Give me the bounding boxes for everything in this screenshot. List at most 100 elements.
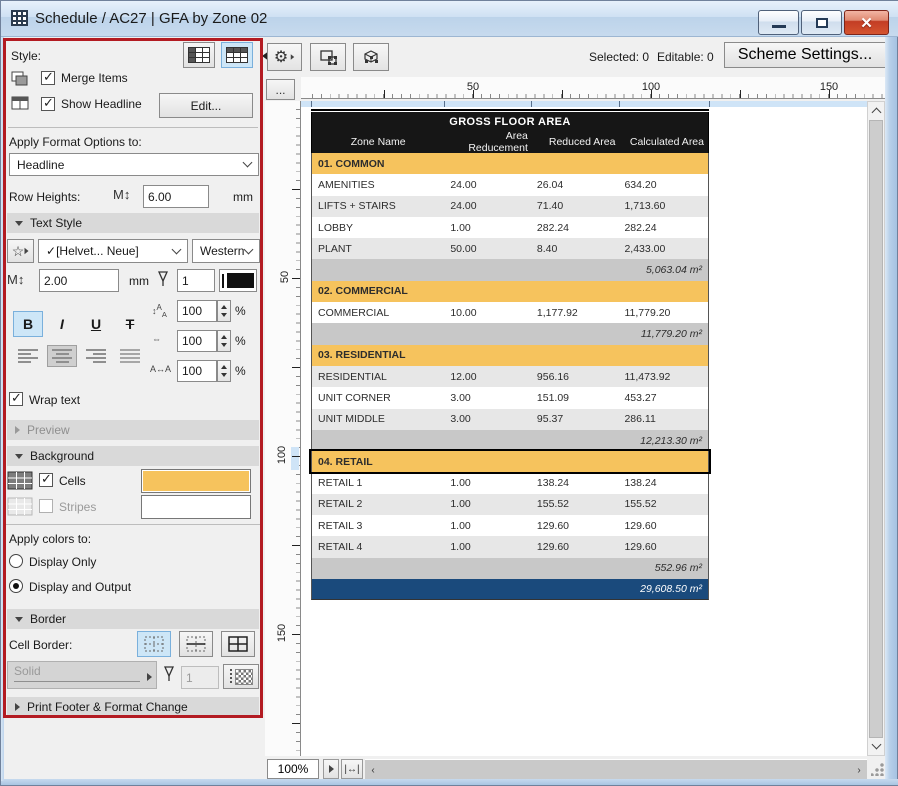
wrap-text-checkbox[interactable]: [9, 390, 23, 406]
table-row[interactable]: RETAIL 1 1.00 138.24 138.24: [311, 472, 709, 494]
h-ruler[interactable]: 50 100 150: [301, 77, 887, 99]
vertical-scrollbar[interactable]: [867, 101, 885, 756]
panel-collapse-arrow[interactable]: [262, 51, 269, 61]
line-type-preview: [14, 681, 140, 682]
group-header-row[interactable]: 03. RESIDENTIAL: [311, 344, 709, 366]
table-row[interactable]: LOBBY 1.00 282.24 282.24: [311, 216, 709, 239]
align-right-button[interactable]: [81, 345, 111, 367]
background-section-header[interactable]: Background: [7, 446, 259, 466]
align-center-button[interactable]: [47, 345, 77, 367]
char-width-input[interactable]: 100: [177, 330, 217, 352]
titlebar[interactable]: Schedule / AC27 | GFA by Zone 02 ✕: [1, 1, 898, 37]
char-spacing-input[interactable]: 100: [177, 360, 217, 382]
select-in-3d-button[interactable]: [353, 43, 389, 71]
scroll-right-button[interactable]: ›: [851, 760, 867, 780]
table-row[interactable]: UNIT MIDDLE 3.00 95.37 286.11: [311, 408, 709, 430]
align-left-button[interactable]: [13, 345, 43, 367]
minimize-icon: [771, 25, 786, 28]
border-pen-color-button[interactable]: [223, 664, 259, 689]
cells-color-swatch[interactable]: [141, 469, 251, 493]
line-type-dropdown[interactable]: Solid: [7, 661, 157, 689]
border-none-button[interactable]: [137, 631, 171, 657]
edit-button[interactable]: Edit...: [159, 93, 253, 118]
minimize-button[interactable]: [758, 10, 799, 35]
text-style-section-header[interactable]: Text Style: [7, 213, 259, 233]
cells-checkbox[interactable]: [39, 471, 53, 487]
char-spacing-stepper[interactable]: [217, 360, 231, 382]
close-button[interactable]: ✕: [844, 10, 889, 35]
group-header-row[interactable]: 04. RETAIL: [311, 451, 709, 473]
table-row[interactable]: UNIT CORNER 3.00 151.09 453.27: [311, 387, 709, 409]
subtotal-row[interactable]: 5,063.04 m²: [311, 259, 709, 281]
format-target-dropdown[interactable]: Headline: [9, 153, 259, 176]
vertical-scroll-thumb[interactable]: [869, 120, 883, 738]
ruler-options-button[interactable]: ...: [266, 79, 295, 100]
table-row[interactable]: LIFTS + STAIRS 24.00 71.40 1,713.60: [311, 195, 709, 217]
subtotal-value: 5,063.04 m²: [645, 264, 702, 277]
column-header-strip[interactable]: [301, 101, 867, 107]
subtotal-row[interactable]: 552.96 m²: [311, 557, 709, 579]
options-menu-button[interactable]: ⚙: [267, 43, 302, 71]
table-row[interactable]: COMMERCIAL 10.00 1,177.92 11,779.20: [311, 302, 709, 324]
border-pen-input[interactable]: 1: [181, 666, 219, 689]
v-ruler[interactable]: 50 100 150: [265, 101, 301, 756]
merge-items-checkbox[interactable]: [41, 69, 55, 85]
font-script-dropdown[interactable]: Western: [192, 239, 260, 263]
group-header-row[interactable]: 02. COMMERCIAL: [311, 280, 709, 303]
underline-button[interactable]: U: [90, 316, 102, 332]
table-row[interactable]: AMENITIES 24.00 26.04 634.20: [311, 174, 709, 196]
table-row[interactable]: RETAIL 2 1.00 155.52 155.52: [311, 493, 709, 516]
table-row[interactable]: PLANT 50.00 8.40 2,433.00: [311, 238, 709, 260]
column-header-calculated-area[interactable]: Calculated Area: [629, 136, 704, 148]
char-width-stepper[interactable]: [217, 330, 231, 352]
show-headline-checkbox[interactable]: [41, 95, 55, 111]
font-pen-color-button[interactable]: [219, 269, 257, 292]
font-family-dropdown[interactable]: ✓[Helvet... Neue]: [38, 239, 188, 263]
zoom-menu-button[interactable]: [323, 759, 339, 779]
stripes-color-swatch[interactable]: [141, 495, 251, 519]
maximize-button[interactable]: [801, 10, 842, 35]
display-and-output-radio[interactable]: [9, 579, 23, 593]
scroll-up-button[interactable]: [868, 102, 884, 119]
style-by-column-button[interactable]: [183, 42, 215, 68]
line-height-input[interactable]: 100: [177, 300, 217, 322]
favorites-star-button[interactable]: ☆: [7, 239, 34, 263]
align-justify-button[interactable]: [115, 345, 145, 367]
column-header-zone-name[interactable]: Zone Name: [350, 136, 406, 148]
style-by-row-button[interactable]: [221, 42, 253, 68]
preview-section-header[interactable]: Preview: [7, 420, 259, 440]
scroll-left-button[interactable]: ‹: [365, 760, 381, 780]
scheme-settings-button[interactable]: Scheme Settings...: [724, 42, 886, 68]
row-height-input[interactable]: 6.00: [143, 185, 209, 208]
schedule-table[interactable]: GROSS FLOOR AREA Zone Name Area Reduceme…: [311, 109, 709, 601]
zoom-level-field[interactable]: 100%: [267, 759, 319, 779]
bold-button[interactable]: B: [13, 311, 43, 337]
grand-total-row[interactable]: 29,608.50 m²: [311, 578, 709, 601]
table-row[interactable]: RETAIL 4 1.00 129.60 129.60: [311, 536, 709, 558]
subtotal-row[interactable]: 12,213.30 m²: [311, 429, 709, 452]
border-all-button[interactable]: [221, 631, 255, 657]
italic-button[interactable]: I: [60, 316, 64, 332]
column-header-reduced-area[interactable]: Reduced Area: [548, 136, 616, 148]
fit-width-button[interactable]: |↔|: [341, 759, 363, 779]
border-section-header[interactable]: Border: [7, 609, 259, 629]
strikethrough-button[interactable]: T: [125, 316, 135, 332]
value-cell: 138.24: [536, 477, 570, 490]
border-horizontal-button[interactable]: [179, 631, 213, 657]
display-only-radio[interactable]: [9, 554, 23, 568]
schedule-view[interactable]: GROSS FLOOR AREA Zone Name Area Reduceme…: [301, 101, 867, 756]
subtotal-row[interactable]: 11,779.20 m²: [311, 323, 709, 345]
horizontal-scrollbar[interactable]: ‹ ›: [365, 759, 867, 780]
scroll-down-button[interactable]: [868, 738, 884, 755]
line-height-stepper[interactable]: [217, 300, 231, 322]
print-footer-section-header[interactable]: Print Footer & Format Change: [7, 697, 259, 717]
font-size-input[interactable]: 2.00: [39, 269, 119, 292]
column-header-area-reducement[interactable]: Area Reducement: [468, 130, 528, 154]
table-row[interactable]: RESIDENTIAL 12.00 956.16 11,473.92: [311, 365, 709, 388]
stripes-checkbox[interactable]: [39, 499, 53, 513]
group-header-row[interactable]: 01. COMMON: [311, 153, 709, 175]
table-row[interactable]: RETAIL 3 1.00 129.60 129.60: [311, 515, 709, 537]
resize-grip[interactable]: [871, 763, 884, 776]
select-elements-button[interactable]: [310, 43, 346, 71]
font-pen-input[interactable]: 1: [177, 269, 215, 292]
